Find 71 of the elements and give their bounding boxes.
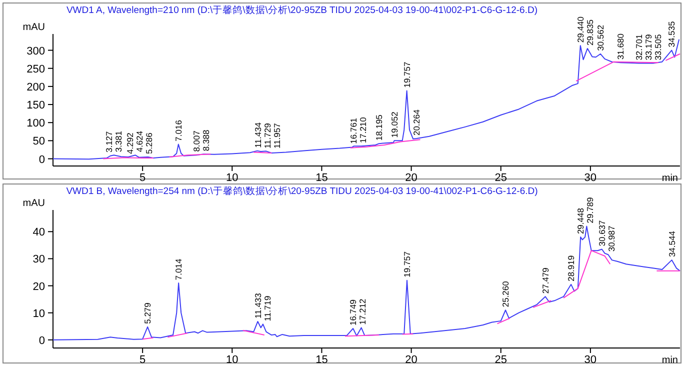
annotation: 4.292 [124, 132, 135, 154]
y-tick-label: 30 [32, 254, 45, 266]
y-tick-label: 300 [26, 45, 45, 58]
x-tick-label: 20 [405, 354, 418, 366]
x-tick-label: 25 [494, 172, 507, 184]
annotation: 17.210 [358, 116, 368, 144]
y-axis-title: mAU [22, 22, 45, 33]
annotation: 3.381 [114, 130, 124, 152]
y-tick-label: 0 [38, 334, 45, 347]
annotation: 19.052 [389, 111, 400, 138]
chart-title: VWD1 A, Wavelength=210 nm (D:\于馨鸽\数据\分析\20-95ZB TIDU 2025-04-03 19-00-41\002-P1-C6-G-12-6.D) [66, 4, 538, 16]
x-tick-label: 10 [226, 354, 238, 366]
x-axis-title: min [662, 355, 678, 366]
annotation: 31.680 [616, 33, 626, 60]
y-tick-label: 200 [26, 81, 45, 94]
x-tick-label: 25 [494, 354, 507, 366]
annotation: 34.535 [666, 21, 677, 48]
annotation: 18.195 [374, 114, 384, 141]
x-tick-label: 15 [316, 172, 328, 184]
annotation: 20.264 [411, 109, 422, 136]
annotation: 30.987 [606, 225, 616, 252]
annotation: 8.007 [191, 130, 202, 152]
annotation: 11.729 [262, 122, 272, 149]
annotation: 30.637 [596, 220, 607, 246]
annotation: 34.544 [666, 230, 677, 258]
annotation: 11.719 [262, 296, 272, 322]
annotation: 16.761 [348, 118, 358, 144]
annotation: 11.957 [272, 122, 282, 149]
annotation: 29.440 [575, 16, 586, 43]
x-tick-label: 30 [584, 172, 597, 184]
y-tick-label: 100 [26, 118, 45, 130]
annotation: 19.757 [402, 62, 412, 88]
annotation: 32.701 [634, 34, 644, 60]
annotation: 19.757 [402, 251, 412, 278]
annotation: 5.279 [142, 302, 153, 324]
annotation: 25.260 [500, 280, 511, 308]
x-tick-label: 30 [584, 354, 597, 366]
y-tick-label: 250 [26, 63, 45, 76]
annotation: 8.388 [200, 130, 211, 152]
annotation: 7.016 [174, 120, 184, 142]
annotation: 3.127 [104, 130, 114, 153]
y-tick-label: 0 [38, 154, 45, 166]
annotation: 33.505 [652, 34, 663, 60]
annotation: 5.286 [144, 132, 154, 154]
annotation: 30.562 [595, 24, 606, 51]
annotation: 33.179 [643, 34, 654, 60]
annotation: 11.434 [252, 122, 263, 148]
x-tick-label: 15 [316, 354, 328, 366]
annotation: 7.014 [174, 258, 184, 280]
y-axis-title: mAU [22, 198, 45, 209]
x-tick-label: 5 [140, 354, 146, 366]
annotation: 29.448 [576, 208, 586, 234]
annotation: 27.479 [540, 267, 550, 294]
line-series [563, 250, 611, 298]
annotation: 29.835 [584, 19, 595, 46]
annotation: 28.919 [566, 255, 576, 282]
y-tick-label: 50 [32, 136, 45, 148]
x-tick-label: 5 [140, 172, 146, 184]
annotation: 29.789 [585, 196, 596, 224]
annotation: 11.433 [252, 292, 263, 318]
chart-title: VWD1 B, Wavelength=254 nm (D:\于馨鸽\数据\分析\20-95ZB TIDU 2025-04-03 19-00-41\002-P1-C6-G-12-6.D) [66, 185, 538, 197]
y-tick-label: 150 [26, 100, 45, 112]
y-tick-label: 20 [32, 280, 45, 293]
y-tick-label: 40 [32, 226, 45, 239]
y-tick-label: 10 [32, 308, 45, 320]
annotation: 16.749 [348, 299, 358, 326]
x-tick-label: 10 [226, 172, 238, 184]
annotation: 17.212 [358, 298, 368, 325]
annotation: 4.624 [134, 130, 144, 152]
x-tick-label: 20 [405, 172, 418, 184]
x-axis-title: min [662, 173, 678, 184]
